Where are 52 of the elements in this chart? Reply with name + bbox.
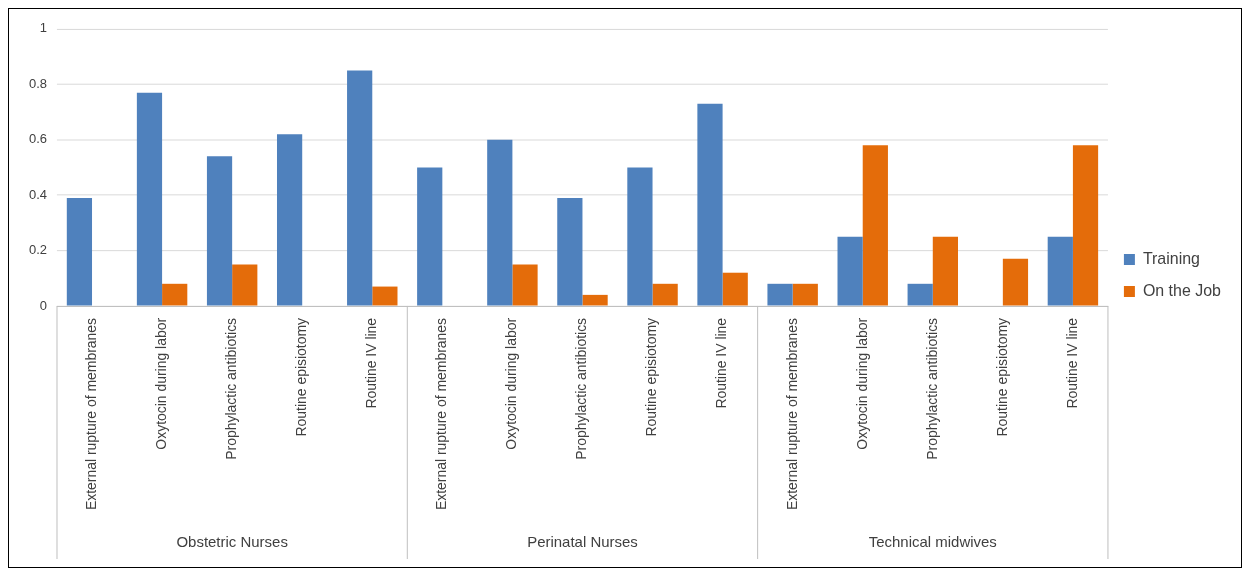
x-tick-label: Prophylactic antibiotics [573,317,590,460]
text: Obstetric Nurses [176,533,288,551]
legend-label: Training [1142,250,1200,267]
x-tick-label: Routine IV line [1063,317,1080,409]
x-tick-label: Routine episiotomy [293,317,310,437]
bar [1072,145,1099,306]
bar [837,236,863,306]
y-tick-label: 0.8 [28,75,48,91]
x-tick-label: Routine IV line [363,317,380,409]
bar [417,167,443,306]
bar [767,283,793,306]
bar [206,156,233,306]
x-tick-label: Prophylactic antibiotics [222,317,240,460]
bar [162,283,188,306]
bar [792,283,818,306]
bar [697,103,723,306]
bar [652,283,678,306]
text: Perinatal Nurses [527,533,638,551]
bar [1047,236,1073,306]
bar [66,197,93,306]
x-tick-label: Routine episiotomy [993,317,1010,437]
x-tick-label: External rupture of membranes [783,317,800,511]
bar [487,139,513,306]
bar [862,145,888,306]
x-tick-label: External rupture of membranes [82,317,99,511]
y-tick-label: 0.4 [28,186,48,202]
x-tick-label: Prophylactic antibiotics [923,317,940,460]
y-tick-label: 0 [39,297,48,313]
bar [932,236,959,306]
x-tick-label: Oxytocin during labor [152,317,169,450]
x-tick-label: External rupture of membranes [433,317,450,511]
bar [627,167,653,306]
x-tick-label: Routine episiotomy [643,317,660,437]
legend-label: On the Job [1142,281,1222,299]
x-tick-label: Routine IV line [713,317,730,409]
bar [907,283,933,306]
bar [347,70,373,306]
x-tick-label: Oxytocin during labor [503,317,520,450]
bar [722,272,748,306]
bar [276,134,303,306]
bar [136,92,163,306]
bar [232,264,258,306]
y-tick-label: 0.6 [28,131,48,147]
bar [582,294,608,306]
bar [557,197,583,306]
text: Technical midwives [868,533,997,551]
y-tick-label: 0.2 [28,242,48,258]
y-tick-label: 1 [39,20,48,36]
bar [512,264,538,306]
bar [372,286,398,306]
x-tick-label: Oxytocin during labor [853,317,870,450]
bar [1002,258,1029,306]
